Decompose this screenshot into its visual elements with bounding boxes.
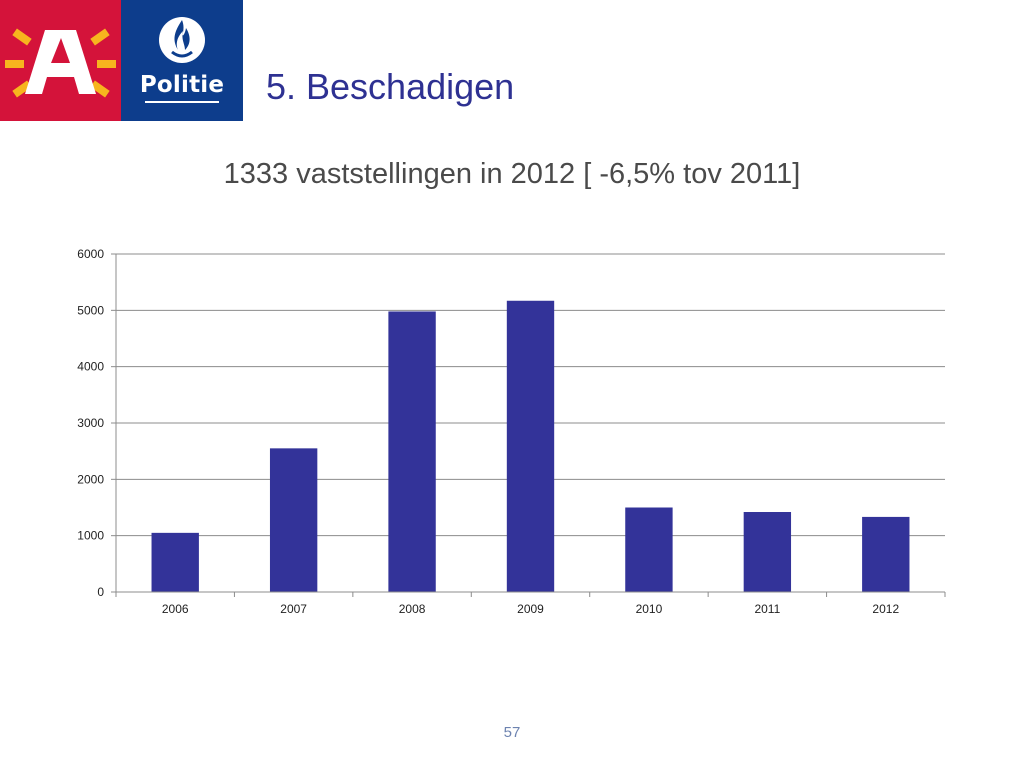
bar-2012 — [862, 516, 910, 592]
bar-2010 — [625, 507, 673, 592]
politie-underline — [145, 101, 219, 103]
page-number: 57 — [503, 724, 521, 741]
y-tick-label: 0 — [97, 585, 104, 599]
bars — [151, 300, 910, 592]
antwerpen-a-icon — [5, 28, 116, 98]
antwerpen-logo — [0, 0, 121, 121]
bar-2009 — [506, 300, 555, 592]
flame-icon — [159, 17, 205, 63]
bar-2007 — [269, 448, 318, 592]
chart-subtitle: 1333 vaststellingen in 2012 [ -6,5% tov … — [223, 158, 801, 190]
axes — [111, 253, 946, 597]
x-tick-label: 2009 — [517, 602, 544, 616]
y-tick-label: 3000 — [77, 416, 104, 430]
y-tick-label: 4000 — [77, 360, 104, 374]
x-tick-label: 2010 — [636, 602, 663, 616]
y-tick-label: 6000 — [77, 247, 104, 261]
x-tick-label: 2007 — [280, 602, 307, 616]
bar-2008 — [388, 311, 436, 592]
bar-2011 — [743, 512, 792, 592]
x-tick-label: 2008 — [399, 602, 426, 616]
y-tick-labels: 0 1000 2000 3000 4000 5000 6000 — [77, 247, 104, 599]
y-tick-label: 2000 — [77, 472, 104, 486]
x-tick-label: 2012 — [872, 602, 899, 616]
x-tick-label: 2011 — [754, 602, 780, 616]
bar-2006 — [151, 532, 199, 592]
x-tick-labels: 2006 2007 2008 2009 2010 2011 2012 — [162, 602, 900, 616]
politie-logo: Politie — [121, 0, 243, 121]
y-tick-label: 1000 — [77, 529, 104, 543]
politie-label: Politie — [139, 72, 225, 98]
y-tick-label: 5000 — [77, 303, 104, 317]
x-tick-label: 2006 — [162, 602, 189, 616]
slide-title: 5. Beschadigen — [266, 66, 515, 107]
